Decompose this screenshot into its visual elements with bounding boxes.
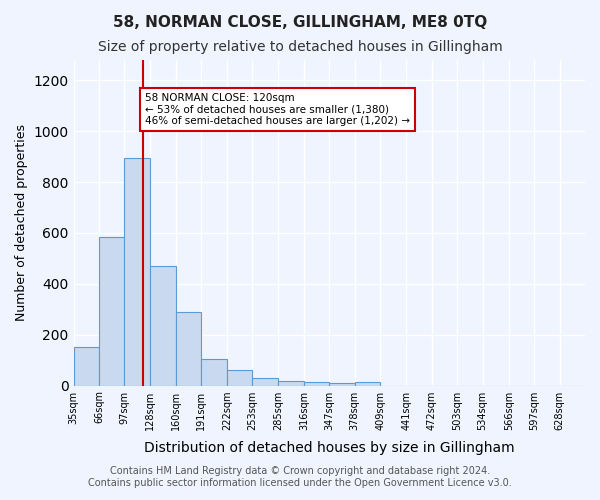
Text: Contains HM Land Registry data © Crown copyright and database right 2024.
Contai: Contains HM Land Registry data © Crown c… — [88, 466, 512, 487]
Bar — [99, 237, 124, 386]
Bar — [252, 378, 278, 386]
Bar — [202, 359, 227, 386]
Bar — [355, 382, 380, 386]
Bar — [329, 383, 355, 386]
Bar — [278, 381, 304, 386]
Bar — [304, 382, 329, 386]
Bar — [150, 266, 176, 386]
Bar — [227, 370, 252, 386]
Bar — [74, 348, 99, 386]
X-axis label: Distribution of detached houses by size in Gillingham: Distribution of detached houses by size … — [144, 441, 515, 455]
Text: Size of property relative to detached houses in Gillingham: Size of property relative to detached ho… — [98, 40, 502, 54]
Bar — [124, 158, 150, 386]
Y-axis label: Number of detached properties: Number of detached properties — [15, 124, 28, 322]
Bar — [176, 312, 202, 386]
Text: 58, NORMAN CLOSE, GILLINGHAM, ME8 0TQ: 58, NORMAN CLOSE, GILLINGHAM, ME8 0TQ — [113, 15, 487, 30]
Text: 58 NORMAN CLOSE: 120sqm
← 53% of detached houses are smaller (1,380)
46% of semi: 58 NORMAN CLOSE: 120sqm ← 53% of detache… — [145, 93, 410, 126]
